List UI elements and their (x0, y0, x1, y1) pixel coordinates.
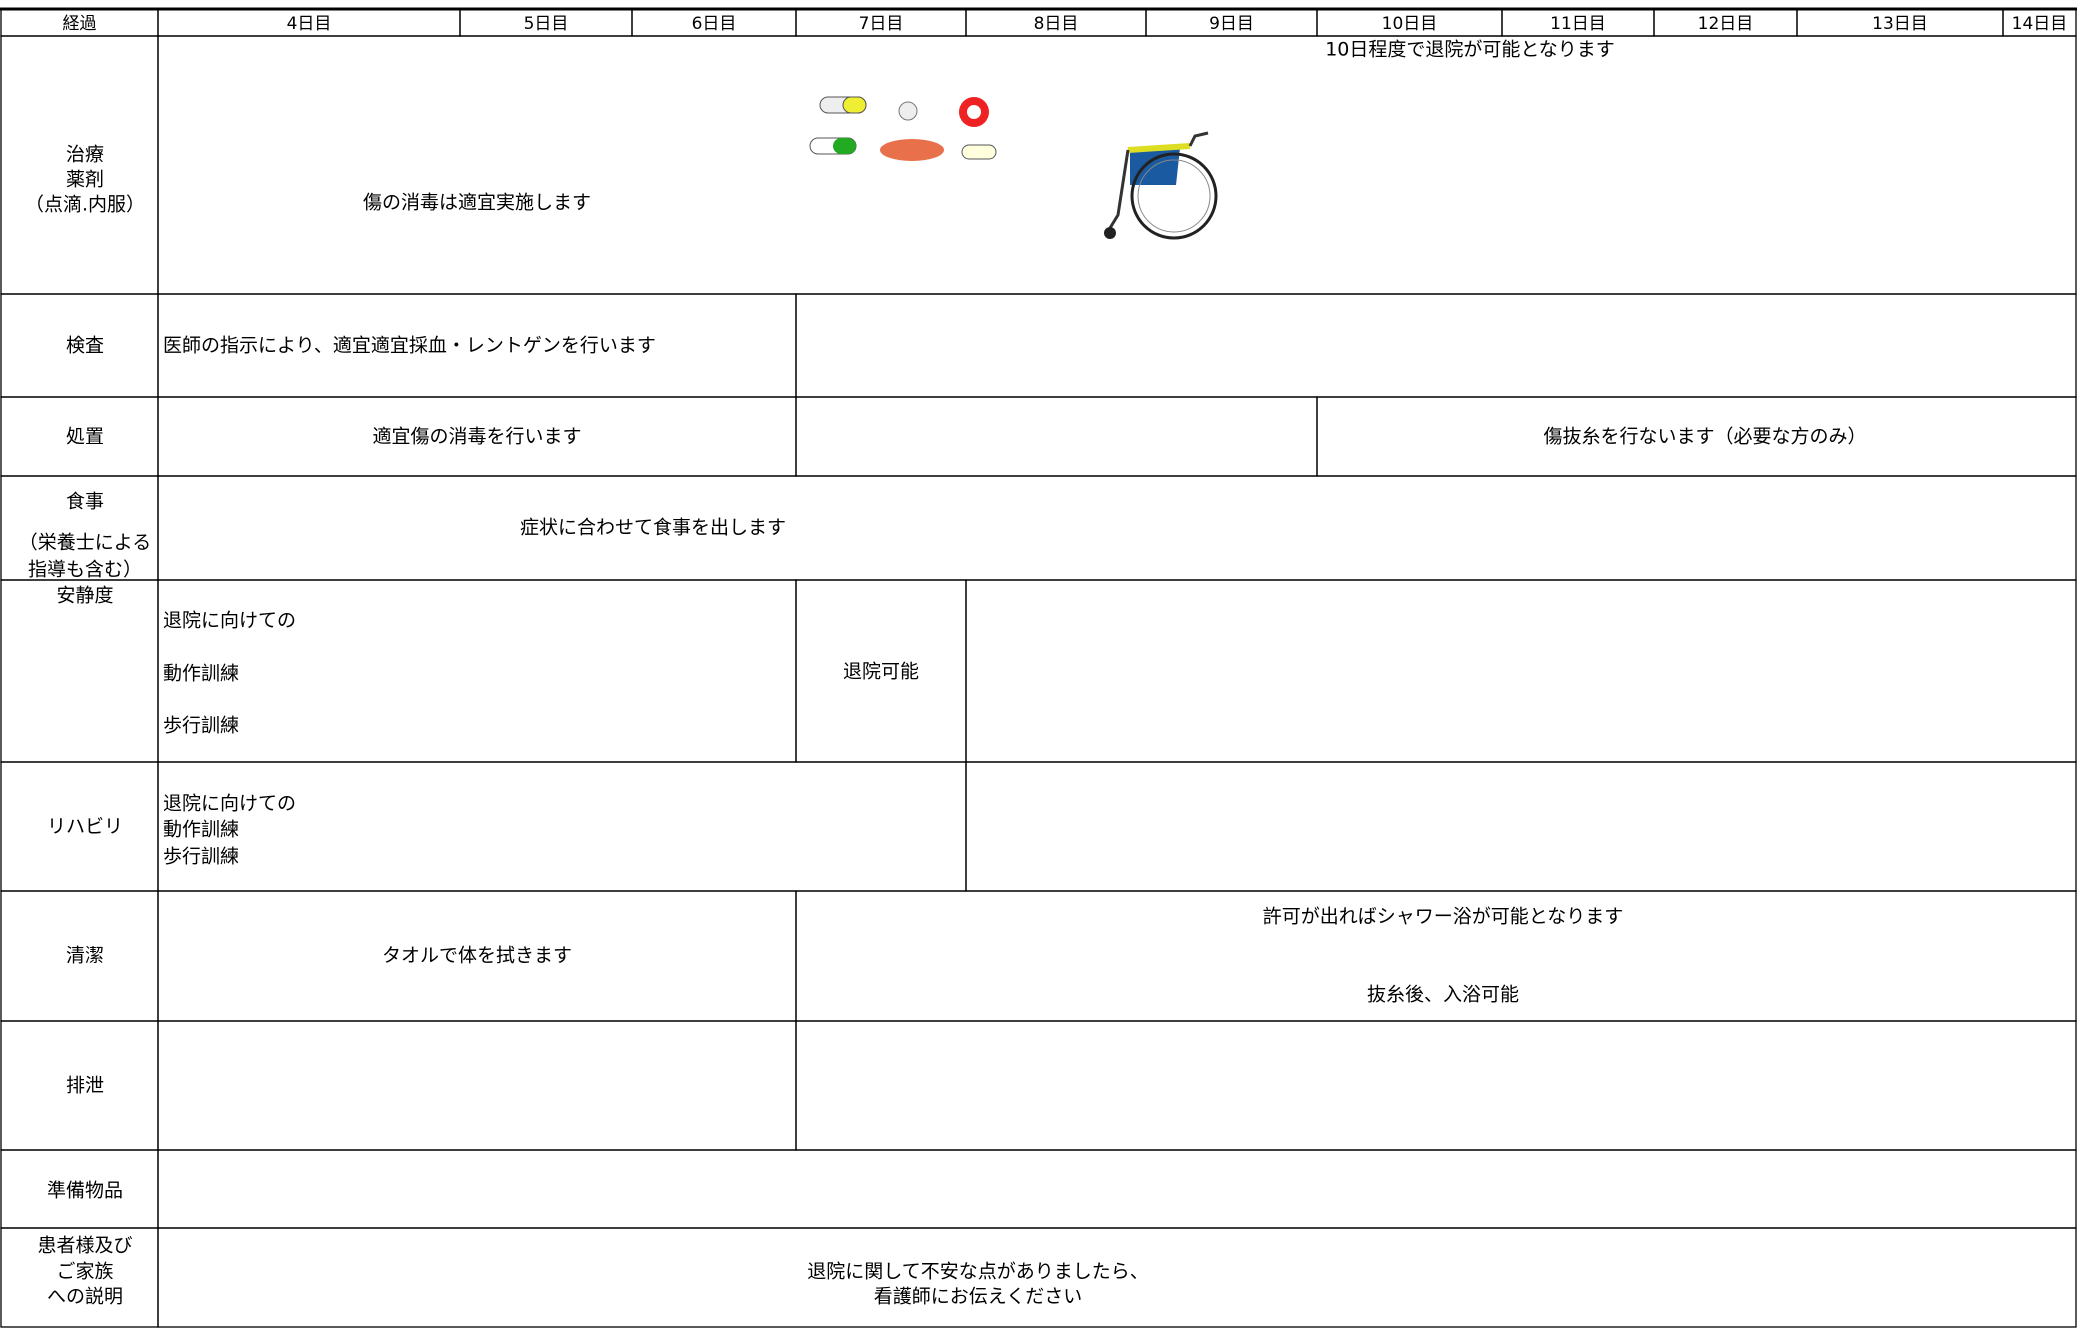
cell-text: 傷抜糸を行ないます（必要な方のみ） (1543, 426, 1866, 448)
table-cell (795, 293, 2077, 398)
cell-text: 安静度 (56, 585, 113, 607)
cell-text: 歩行訓練 (163, 715, 239, 737)
cell-text: 8日目 (1034, 14, 1079, 34)
cell-text: 検査 (66, 335, 104, 357)
cell-text: 清潔 (66, 945, 104, 967)
cell-text: 動作訓練 (163, 663, 239, 685)
cell-text: 抜糸後、入浴可能 (1367, 984, 1519, 1006)
cell-text: 14日目 (2012, 14, 2068, 34)
cell-text: 患者様及び (37, 1235, 132, 1257)
table-cell (157, 761, 967, 892)
pill-icons (809, 96, 997, 161)
table-cell (157, 1020, 797, 1151)
cell-text: 歩行訓練 (163, 846, 239, 868)
cell-text: 13日目 (1872, 14, 1928, 34)
cell-text: 準備物品 (47, 1180, 123, 1202)
cell-text: 医師の指示により、適宜適宜採血・レントゲンを行います (163, 335, 656, 357)
table-cell (157, 1227, 2077, 1328)
cell-text: 退院に関して不安な点がありましたら、 (807, 1261, 1148, 1283)
wheelchair-icon (1104, 131, 1218, 240)
cell-text: 適宜傷の消毒を行います (372, 426, 581, 448)
cell-text: 薬剤 (66, 169, 104, 191)
cell-text: 看護師にお伝えください (874, 1286, 1082, 1308)
cell-text: 6日目 (692, 14, 737, 34)
cell-text: （点滴.内服） (25, 194, 145, 216)
table-cell (157, 35, 2077, 295)
table-cell (795, 396, 1318, 477)
table-cell (0, 579, 159, 763)
cell-text: 食事 (66, 491, 104, 513)
cell-text: 傷の消毒は適宜実施します (363, 192, 591, 214)
cell-text: 症状に合わせて食事を出します (520, 517, 786, 539)
cell-text: 排泄 (66, 1075, 104, 1097)
table-cell (157, 579, 797, 763)
cell-text: 退院に向けての (163, 610, 296, 632)
cell-text: 10日程度で退院が可能となります (1325, 39, 1615, 61)
table-cell (157, 1149, 2077, 1229)
cell-text: 経過 (63, 14, 97, 34)
table-cell (795, 1020, 2077, 1151)
cell-text: タオルで体を拭きます (382, 945, 572, 967)
cell-text: 10日目 (1382, 14, 1438, 34)
cell-text: 5日目 (524, 14, 569, 34)
cell-text: 7日目 (859, 14, 904, 34)
cell-text: への説明 (47, 1286, 123, 1308)
cell-text: ご家族 (56, 1261, 113, 1283)
table-cell (157, 475, 2077, 581)
cell-text: 9日目 (1209, 14, 1254, 34)
cell-text: 退院に向けての (163, 793, 296, 815)
cell-text: 12日目 (1698, 14, 1754, 34)
cell-text: 動作訓練 (163, 819, 239, 841)
table-cell (965, 579, 2077, 763)
cell-text: 治療 (66, 144, 104, 166)
cell-text: 指導も含む） (28, 559, 142, 581)
cell-text: 退院可能 (843, 661, 919, 683)
cell-text: （栄養士による (19, 532, 151, 554)
cell-text: 11日目 (1550, 14, 1606, 34)
cell-text: 4日目 (287, 14, 332, 34)
cell-text: 処置 (66, 426, 104, 448)
cell-text: リハビリ (47, 816, 123, 838)
cell-text: 許可が出ればシャワー浴が可能となります (1263, 906, 1623, 928)
table-cell (965, 761, 2077, 892)
